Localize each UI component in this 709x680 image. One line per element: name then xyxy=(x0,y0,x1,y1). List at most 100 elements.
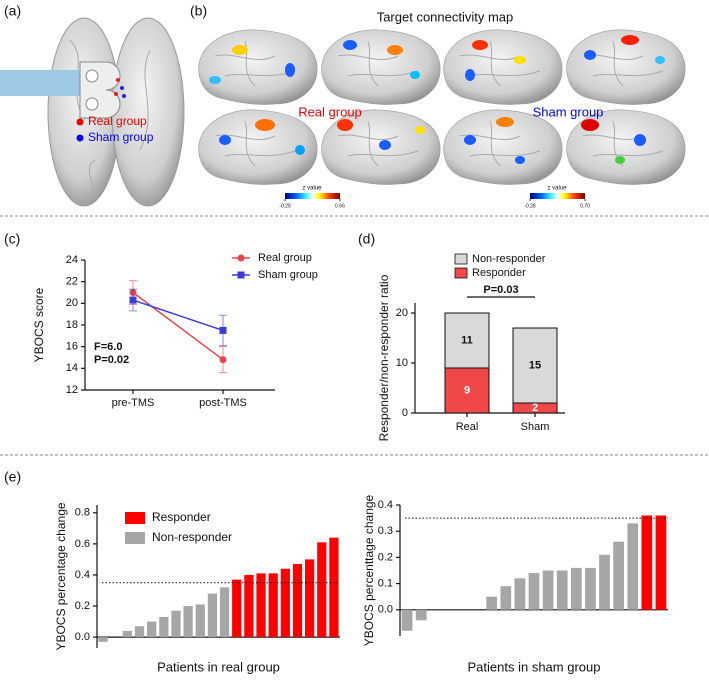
series-line xyxy=(132,299,224,332)
y-tick-label: 0.2 xyxy=(75,600,90,612)
colorbar-label: z value xyxy=(547,186,567,192)
x-tick-label: post-TMS xyxy=(199,397,247,409)
colorbar-label: z value xyxy=(302,186,322,192)
bar xyxy=(232,579,242,638)
y-tick-label: 24 xyxy=(66,254,78,266)
y-axis-label: YBOCS score xyxy=(32,287,46,362)
legend-label: Non-responder xyxy=(152,530,232,544)
bar xyxy=(219,587,230,638)
bar xyxy=(256,573,266,638)
bar xyxy=(486,596,498,610)
annotation: P=0.02 xyxy=(94,354,129,366)
bar xyxy=(195,604,205,638)
bar xyxy=(528,573,540,610)
bar-segment xyxy=(512,327,558,404)
bar xyxy=(134,626,145,638)
data-label: 11 xyxy=(461,334,473,346)
y-tick-label: 0.4 xyxy=(378,499,393,511)
x-tick-label: Real xyxy=(456,421,479,433)
y-tick-label: 0.3 xyxy=(378,525,393,537)
bar xyxy=(329,537,339,638)
colorbar-tick-label: -0.28 xyxy=(524,203,536,209)
bar xyxy=(415,609,427,621)
bar xyxy=(641,515,653,610)
panel-label: (c) xyxy=(4,231,20,247)
bar xyxy=(655,515,667,610)
y-tick-label: 22 xyxy=(66,276,78,288)
data-label: 9 xyxy=(464,384,470,396)
marker xyxy=(219,356,227,364)
group-label: Real group xyxy=(298,104,362,119)
data-label: 15 xyxy=(529,359,541,371)
bar xyxy=(542,570,554,610)
colorbar xyxy=(285,193,340,199)
y-tick-label: 0 xyxy=(402,407,408,419)
bar xyxy=(305,559,315,638)
data-label: 2 xyxy=(532,402,538,414)
y-tick-label: 0.1 xyxy=(378,578,393,590)
y-tick-label: 0.4 xyxy=(75,569,90,581)
y-tick-label: 20 xyxy=(66,297,78,309)
legend-swatch xyxy=(454,267,468,279)
bar xyxy=(207,593,218,638)
x-tick-label: pre-TMS xyxy=(112,397,155,409)
y-tick-label: 0.6 xyxy=(75,538,90,550)
bar xyxy=(401,609,413,631)
legend-label: Non-responder xyxy=(472,253,546,265)
panel-title: Target connectivity map xyxy=(377,9,514,24)
bar xyxy=(147,621,157,638)
y-tick-label: 20 xyxy=(396,307,408,319)
colorbar xyxy=(530,193,585,199)
y-tick-label: 0.0 xyxy=(378,604,393,616)
bar-segment xyxy=(444,312,490,369)
colorbar-tick-label: 0.70 xyxy=(580,203,590,209)
bar-segment xyxy=(444,367,490,414)
legend-label: Sham group xyxy=(88,130,154,144)
legend-marker xyxy=(237,254,245,262)
annotation: F=6.0 xyxy=(94,341,122,353)
bar xyxy=(500,586,512,610)
y-tick-label: 10 xyxy=(396,357,408,369)
y-axis-label: YBOCS percenttage change xyxy=(362,494,376,646)
legend-swatch xyxy=(454,253,468,265)
marker xyxy=(219,326,227,334)
legend-swatch xyxy=(125,512,145,524)
y-tick-label: 0.0 xyxy=(75,631,90,643)
legend-label: Sham group xyxy=(258,269,318,281)
bar xyxy=(268,573,278,638)
x-axis-label: Patients in sham group xyxy=(468,659,601,674)
panel-label: (a) xyxy=(4,3,21,19)
bar xyxy=(244,574,254,638)
panel-label: (b) xyxy=(190,3,207,19)
x-tick-label: Sham xyxy=(521,421,550,433)
colorbar-tick-label: -0.29 xyxy=(279,203,291,209)
bar xyxy=(280,568,290,638)
panel-label: (d) xyxy=(358,231,375,247)
bar xyxy=(514,578,526,610)
bar xyxy=(570,567,582,610)
bar xyxy=(98,637,108,642)
brain-top-view xyxy=(0,17,185,207)
y-tick-label: 12 xyxy=(66,384,78,396)
y-tick-label: 14 xyxy=(66,362,78,374)
bar xyxy=(599,554,610,610)
bar xyxy=(183,606,193,638)
legend-label: Responder xyxy=(472,267,526,279)
y-tick-label: 18 xyxy=(66,319,78,331)
bar xyxy=(122,630,132,638)
legend-swatch xyxy=(125,532,145,544)
bar xyxy=(171,610,181,638)
bar xyxy=(317,542,327,638)
bar xyxy=(613,541,624,610)
bar xyxy=(556,570,568,610)
legend-label: Real group xyxy=(258,252,312,264)
bar xyxy=(627,523,639,610)
colorbar-tick-label: 0.66 xyxy=(335,203,345,209)
legend-label: Responder xyxy=(152,510,211,524)
y-axis-label: YBOCS percentage change xyxy=(54,502,68,650)
panel-label: (e) xyxy=(4,469,21,485)
x-axis-label: Patients in real group xyxy=(157,659,280,674)
group-label: Sham group xyxy=(533,104,604,119)
y-axis-label: Responder/non-responder ratio xyxy=(377,274,391,441)
